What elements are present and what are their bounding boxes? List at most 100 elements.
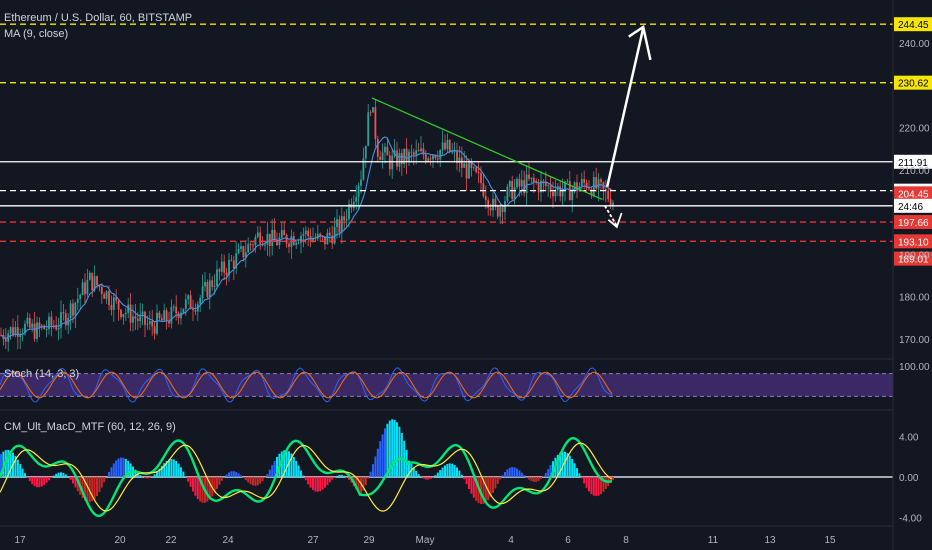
- candle-body: [544, 181, 547, 187]
- macd-histogram-bar: [228, 472, 230, 477]
- macd-line: [0, 436, 613, 518]
- candle-body: [57, 327, 60, 330]
- candle-body: [362, 158, 365, 180]
- macd-histogram-bar: [55, 473, 58, 477]
- candle-body: [91, 272, 94, 291]
- price-tag-193.10: [894, 234, 932, 249]
- macd-histogram-bar: [285, 450, 288, 477]
- candle-body: [448, 140, 451, 152]
- macd-histogram-bar: [535, 477, 538, 482]
- macd-histogram-bar: [386, 423, 389, 477]
- candle-body: [295, 242, 298, 245]
- macd-histogram-bar: [475, 477, 478, 501]
- candle-body: [218, 269, 221, 272]
- price-tick-label: 180.00: [899, 293, 930, 304]
- price-pane: [0, 23, 893, 352]
- candle-body: [69, 303, 72, 318]
- candle-body: [86, 280, 89, 295]
- candle-body: [237, 248, 240, 254]
- macd-histogram-bar: [295, 460, 298, 477]
- macd-histogram-bar: [528, 477, 530, 480]
- candle-body: [170, 307, 173, 324]
- candle-body: [285, 235, 288, 244]
- candle-body: [333, 226, 336, 244]
- macd-histogram-bar: [506, 469, 509, 477]
- macd-histogram-bar: [324, 477, 326, 488]
- price-tag-189.01: [894, 251, 932, 266]
- macd-histogram-bar: [585, 477, 588, 488]
- macd-histogram-bar: [256, 477, 259, 486]
- candle-body: [127, 304, 130, 313]
- down-arrow: [604, 205, 623, 229]
- macd-histogram-bar: [201, 477, 204, 503]
- macd-histogram-bar: [271, 465, 274, 477]
- candle-body: [477, 171, 480, 174]
- candle-body: [76, 298, 79, 303]
- candle-body: [252, 244, 254, 246]
- macd-histogram-bar: [266, 474, 269, 477]
- candle-body: [501, 207, 504, 213]
- candle-body: [139, 314, 142, 322]
- macd-histogram-bar: [417, 474, 420, 477]
- candle-body: [528, 174, 530, 179]
- candle-body: [31, 323, 34, 328]
- macd-histogram-bar: [547, 469, 550, 477]
- macd-histogram-bar: [465, 477, 468, 485]
- price-tag-label: 211.91: [898, 158, 928, 169]
- macd-histogram-bar: [7, 449, 10, 477]
- macd-histogram-bar: [451, 463, 454, 477]
- macd-histogram-bar: [549, 465, 552, 477]
- macd-histogram-bar: [175, 461, 178, 477]
- candle-body: [549, 185, 552, 192]
- candle-body: [297, 242, 300, 244]
- price-tag-label: 24:46: [898, 202, 923, 213]
- candle-body: [415, 150, 418, 155]
- candle-body: [302, 234, 305, 236]
- macd-histogram-bar: [573, 463, 576, 477]
- candle-body: [343, 216, 346, 221]
- candle-body: [472, 167, 475, 169]
- macd-histogram-bar: [482, 477, 485, 504]
- macd-histogram-bar: [597, 477, 600, 496]
- macd-histogram-bar: [153, 474, 156, 477]
- macd-histogram-bar: [52, 475, 55, 477]
- candle-body: [122, 314, 125, 318]
- price-tag-244.45: [894, 17, 932, 32]
- macd-histogram-bar: [427, 477, 430, 480]
- candle-body: [151, 321, 154, 327]
- macd-histogram-bar: [439, 470, 442, 477]
- macd-histogram-bar: [571, 458, 574, 477]
- price-tick-label: 220.00: [899, 124, 930, 135]
- candle-body: [98, 285, 101, 287]
- time-axis: 17 20 22 24 27 29 May 4 6 8 11 13 15: [0, 525, 893, 546]
- candle-body: [604, 189, 607, 191]
- candle-body: [228, 259, 230, 276]
- candle-body: [115, 297, 118, 301]
- candle-body: [554, 190, 557, 197]
- macd-histogram-bar: [559, 452, 562, 477]
- macd-histogram-bar: [60, 472, 62, 477]
- candle-body: [360, 179, 362, 186]
- candle-body: [585, 182, 588, 189]
- macd-histogram-bar: [160, 465, 163, 477]
- macd-histogram-bar: [172, 459, 175, 477]
- macd-histogram-bar: [302, 475, 305, 477]
- candle-body: [530, 177, 533, 179]
- macd-histogram-bar: [225, 474, 228, 477]
- candle-body: [540, 180, 542, 193]
- macd-histogram-bar: [429, 477, 432, 479]
- price-tag-211.91: [894, 154, 932, 169]
- macd-histogram-bar: [398, 426, 401, 477]
- candle-body: [194, 310, 197, 312]
- candle-body: [43, 325, 46, 330]
- macd-histogram-bar: [590, 477, 593, 495]
- candle-body: [508, 181, 511, 187]
- candle-body: [547, 185, 550, 187]
- macd-histogram-bar: [504, 471, 506, 477]
- candle-body: [496, 206, 499, 217]
- candle-body: [600, 179, 602, 183]
- macd-histogram-bar: [264, 477, 266, 478]
- macd-histogram-bar: [348, 477, 350, 480]
- stoch-indicator-label: Stoch (14, 3, 3): [4, 368, 80, 380]
